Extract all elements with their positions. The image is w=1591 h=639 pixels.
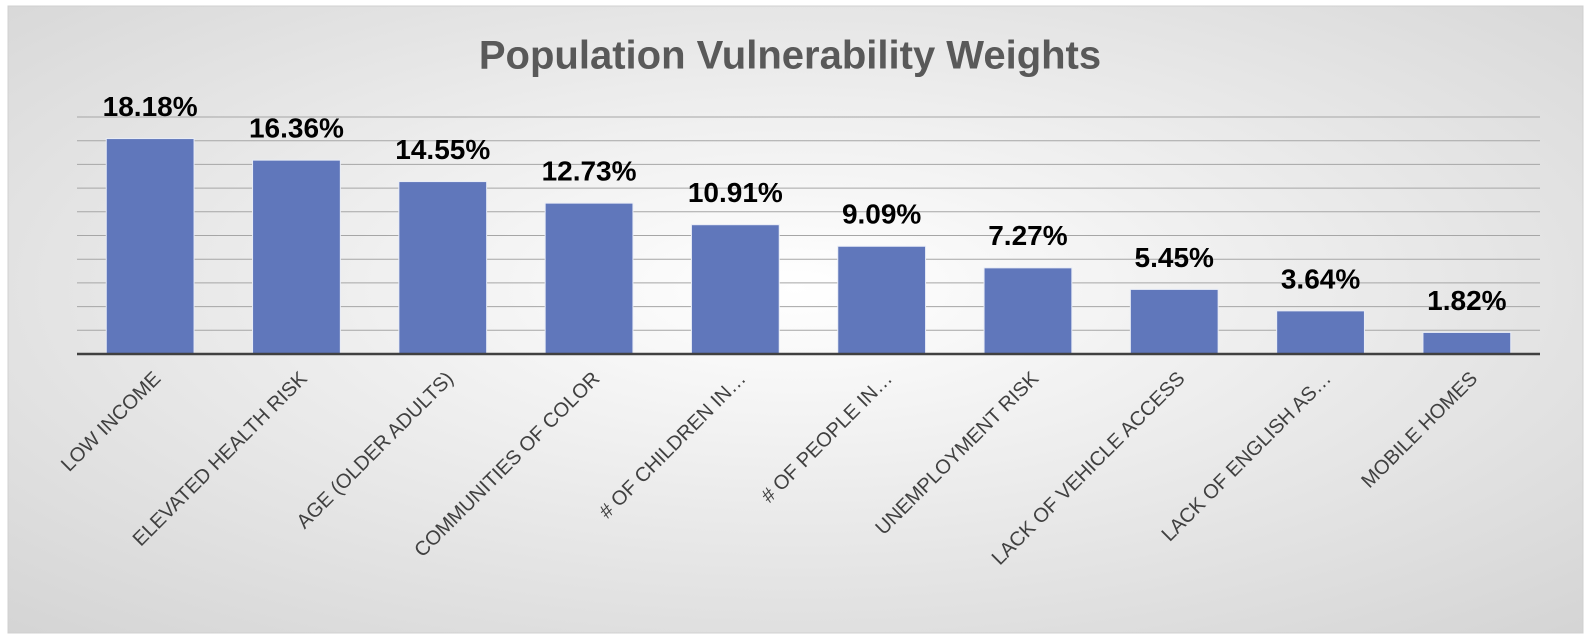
data-label: 3.64% <box>1281 263 1360 294</box>
data-label: 18.18% <box>103 91 198 122</box>
data-label: 14.55% <box>395 134 490 165</box>
data-label: 5.45% <box>1135 242 1214 273</box>
bar <box>983 267 1073 355</box>
data-label: 16.36% <box>249 113 344 144</box>
data-label: 1.82% <box>1427 285 1506 316</box>
bar <box>1276 310 1365 355</box>
bar <box>398 181 488 355</box>
bar <box>105 138 195 355</box>
bar <box>544 202 634 355</box>
data-label: 9.09% <box>842 199 921 230</box>
bar <box>1129 288 1219 355</box>
bar <box>837 245 927 355</box>
data-label: 12.73% <box>542 156 637 187</box>
bar <box>690 224 780 355</box>
data-label: 7.27% <box>988 220 1067 251</box>
chart-title: Population Vulnerability Weights <box>479 34 1101 78</box>
data-label: 10.91% <box>688 177 783 208</box>
bar <box>1422 331 1512 355</box>
bar <box>252 159 341 355</box>
